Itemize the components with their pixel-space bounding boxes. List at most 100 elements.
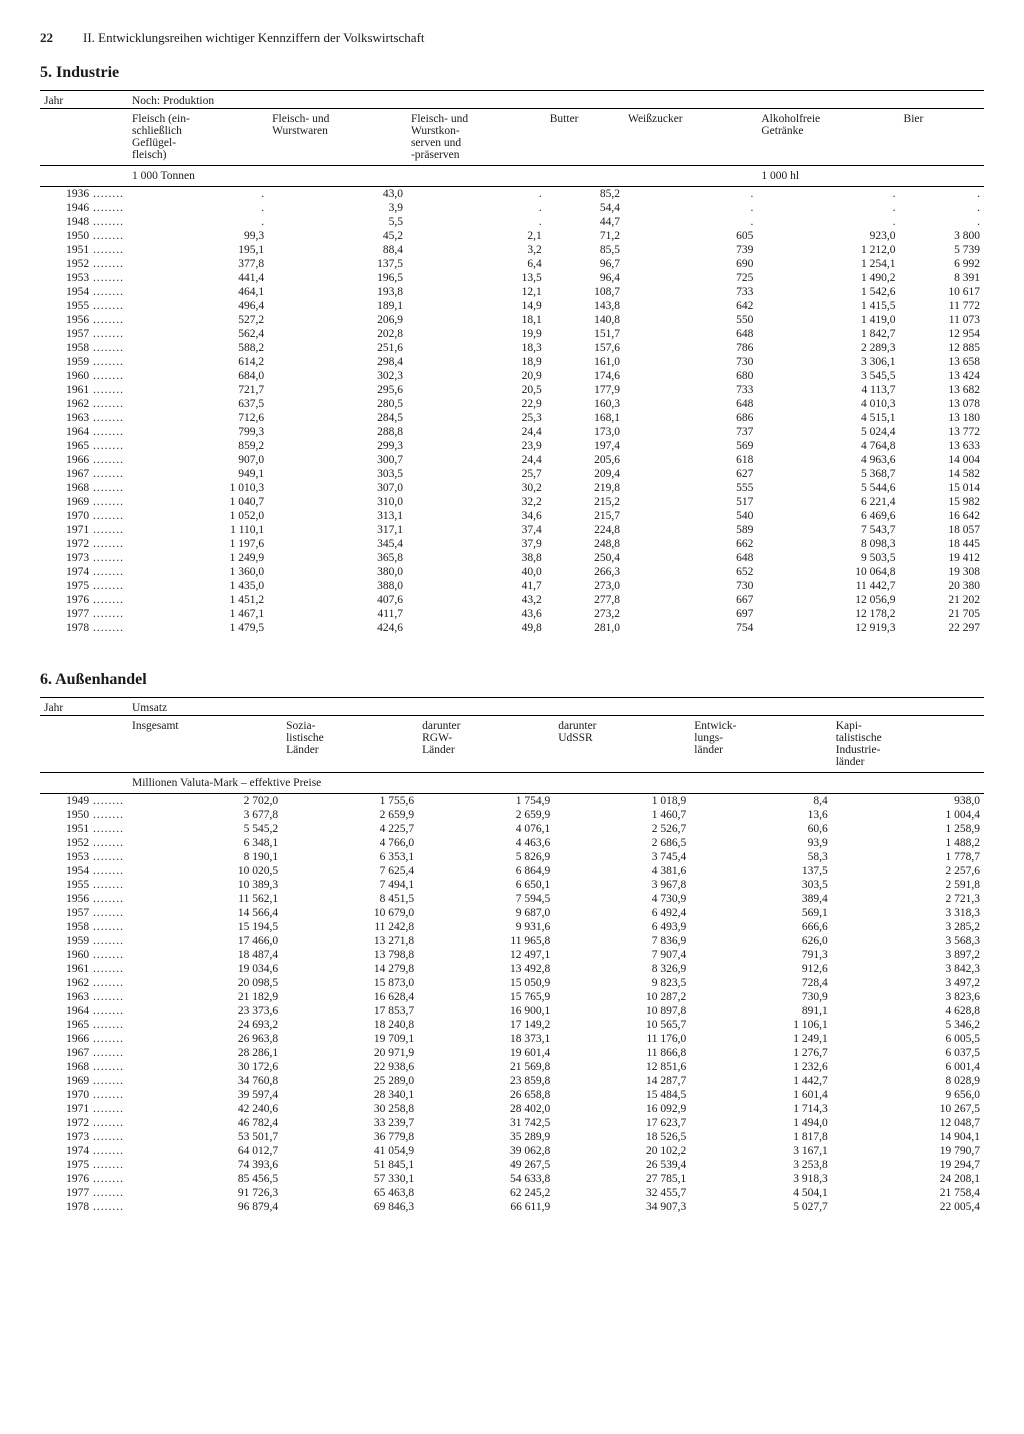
data-cell: 13 180 [900,411,984,425]
data-cell: 10 287,2 [554,990,690,1004]
year-cell: 1953 [40,850,128,864]
data-cell: 3 306,1 [757,355,899,369]
col-header: Kapi- talistische Industrie- länder [832,716,984,773]
unit-right: 1 000 hl [757,166,984,187]
data-cell: 1 488,2 [832,836,984,850]
super-header-umsatz: Umsatz [128,698,984,716]
year-cell: 1966 [40,453,128,467]
data-cell: 11 866,8 [554,1046,690,1060]
data-cell: 37,9 [407,537,546,551]
data-cell: 33 239,7 [282,1116,418,1130]
data-cell: 5 368,7 [757,467,899,481]
data-cell: 24 693,2 [128,1018,282,1032]
data-cell: 424,6 [268,621,407,635]
data-cell: 9 687,0 [418,906,554,920]
data-cell: 6 001,4 [832,1060,984,1074]
table-aussenhandel: Jahr Umsatz InsgesamtSozia- listische Lä… [40,697,984,1214]
page-header: 22 II. Entwicklungsreihen wichtiger Kenn… [40,30,984,46]
year-cell: 1976 [40,593,128,607]
data-cell: 8,4 [690,794,831,809]
data-cell: 5 346,2 [832,1018,984,1032]
data-cell: 19 412 [900,551,984,565]
data-cell: 8 391 [900,271,984,285]
data-cell: 555 [624,481,757,495]
data-cell: 562,4 [128,327,268,341]
data-cell: 388,0 [268,579,407,593]
data-cell: 6 348,1 [128,836,282,850]
data-cell: 14 582 [900,467,984,481]
data-cell: 16 642 [900,509,984,523]
col-header: Fleisch- und Wurstkon- serven und -präse… [407,109,546,166]
col-header: Bier [900,109,984,166]
data-cell: 18 373,1 [418,1032,554,1046]
data-cell: 193,8 [268,285,407,299]
data-cell: 197,4 [546,439,624,453]
year-cell: 1948 [40,215,128,229]
year-cell: 1969 [40,495,128,509]
data-cell: 288,8 [268,425,407,439]
data-cell: 637,5 [128,397,268,411]
data-cell: 58,3 [690,850,831,864]
data-cell: 13,6 [690,808,831,822]
table-row: 1958588,2251,618,3157,67862 289,312 885 [40,341,984,355]
data-cell: 40,0 [407,565,546,579]
data-cell: 303,5 [690,878,831,892]
data-cell: 266,3 [546,565,624,579]
data-cell: 22 938,6 [282,1060,418,1074]
data-cell: 137,5 [268,257,407,271]
data-cell: 49,8 [407,621,546,635]
data-cell: 302,3 [268,369,407,383]
data-cell: 15 765,9 [418,990,554,1004]
year-cell: 1975 [40,1158,128,1172]
data-cell: 5 027,7 [690,1200,831,1214]
data-cell: 11 073 [900,313,984,327]
data-cell: 3 842,3 [832,962,984,976]
data-cell: 26 539,4 [554,1158,690,1172]
year-cell: 1968 [40,481,128,495]
year-cell: 1961 [40,383,128,397]
data-cell: 14,9 [407,299,546,313]
data-cell: 277,8 [546,593,624,607]
year-cell: 1951 [40,822,128,836]
data-cell: 273,0 [546,579,624,593]
data-cell: 280,5 [268,397,407,411]
table-row: 1936.43,0.85,2... [40,187,984,202]
data-cell: 3 918,3 [690,1172,831,1186]
unit-left: 1 000 Tonnen [128,166,757,187]
table-row: 197685 456,557 330,154 633,827 785,13 91… [40,1172,984,1186]
data-cell: 13 682 [900,383,984,397]
data-cell: 46 782,4 [128,1116,282,1130]
data-cell: 648 [624,327,757,341]
data-cell: 11 176,0 [554,1032,690,1046]
data-cell: 680 [624,369,757,383]
data-cell: 23 373,6 [128,1004,282,1018]
table-row: 196220 098,515 873,015 050,99 823,5728,4… [40,976,984,990]
data-cell: 10 565,7 [554,1018,690,1032]
data-cell: 7 594,5 [418,892,554,906]
data-cell: 7 907,4 [554,948,690,962]
data-cell: 49 267,5 [418,1158,554,1172]
data-cell: 786 [624,341,757,355]
table-row: 19711 110,1317,137,4224,85897 543,718 05… [40,523,984,537]
data-cell: 684,0 [128,369,268,383]
data-cell: 1 467,1 [128,607,268,621]
data-cell: 202,8 [268,327,407,341]
data-cell: 754 [624,621,757,635]
data-cell: 2,1 [407,229,546,243]
data-cell: 6 492,4 [554,906,690,920]
data-cell: 464,1 [128,285,268,299]
table-industrie: Jahr Noch: Produktion Fleisch (ein- schl… [40,90,984,635]
unit-row-2: Millionen Valuta-Mark – effektive Preise [128,773,984,794]
data-cell: 891,1 [690,1004,831,1018]
data-cell: 45,2 [268,229,407,243]
data-cell: 12 497,1 [418,948,554,962]
year-cell: 1959 [40,355,128,369]
data-cell: 642 [624,299,757,313]
data-cell: 93,9 [690,836,831,850]
data-cell: 25 289,0 [282,1074,418,1088]
data-cell: 14 566,4 [128,906,282,920]
data-cell: 31 742,5 [418,1116,554,1130]
data-cell: 2 526,7 [554,822,690,836]
data-cell: 618 [624,453,757,467]
data-cell: 4 766,0 [282,836,418,850]
